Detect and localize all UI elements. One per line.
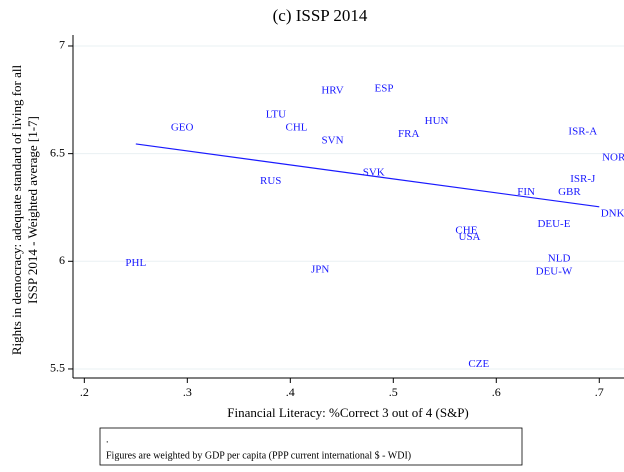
y-tick-label: 7 [59,38,65,52]
point-label: GEO [171,121,194,133]
y-axis-label: ISSP 2014 - Weighted average [1-7] [25,116,40,304]
point-label: CHE [455,225,477,237]
point-label: PHL [125,257,146,269]
note: . [106,434,109,445]
point-label: LTU [266,108,286,120]
x-axis-label: Financial Literacy: %Correct 3 out of 4 … [227,405,469,420]
point-label: FRA [398,128,419,140]
y-tick-label: 5.5 [50,361,65,375]
x-tick-label: .7 [595,385,604,399]
point-label: FIN [517,186,535,198]
point-label: DEU-W [536,266,573,278]
y-tick-label: 6.5 [50,145,65,159]
point-label: JPN [311,263,329,275]
point-label: HUN [425,115,449,127]
point-label: SVK [363,167,385,179]
point-label: NOR [602,151,624,163]
point-label: DNK [601,207,624,219]
x-tick-label: .4 [286,385,295,399]
note: Figures are weighted by GDP per capita (… [106,450,411,461]
x-tick-label: .2 [80,385,89,399]
fit-line [135,143,600,208]
x-tick-label: .3 [183,385,192,399]
point-label: ISR-J [570,173,596,185]
y-axis-label: Rights in democracy: adequate standard o… [9,64,24,355]
x-tick-label: .5 [389,385,398,399]
point-label: RUS [260,175,281,187]
y-tick-label: 6 [59,253,65,267]
point-label: DEU-E [537,218,570,230]
point-label: ESP [375,83,394,95]
point-label: SVN [322,134,344,146]
point-label: HRV [321,85,343,97]
note-box [99,427,523,466]
point-label: ISR-A [568,126,597,138]
point-label: GBR [558,186,581,198]
point-label: CZE [468,358,489,370]
point-label: CHL [285,121,307,133]
x-tick-label: .6 [492,385,501,399]
point-label: USA [459,231,481,243]
chart-title: (c) ISSP 2014 [273,6,368,25]
point-label: NLD [548,253,571,265]
